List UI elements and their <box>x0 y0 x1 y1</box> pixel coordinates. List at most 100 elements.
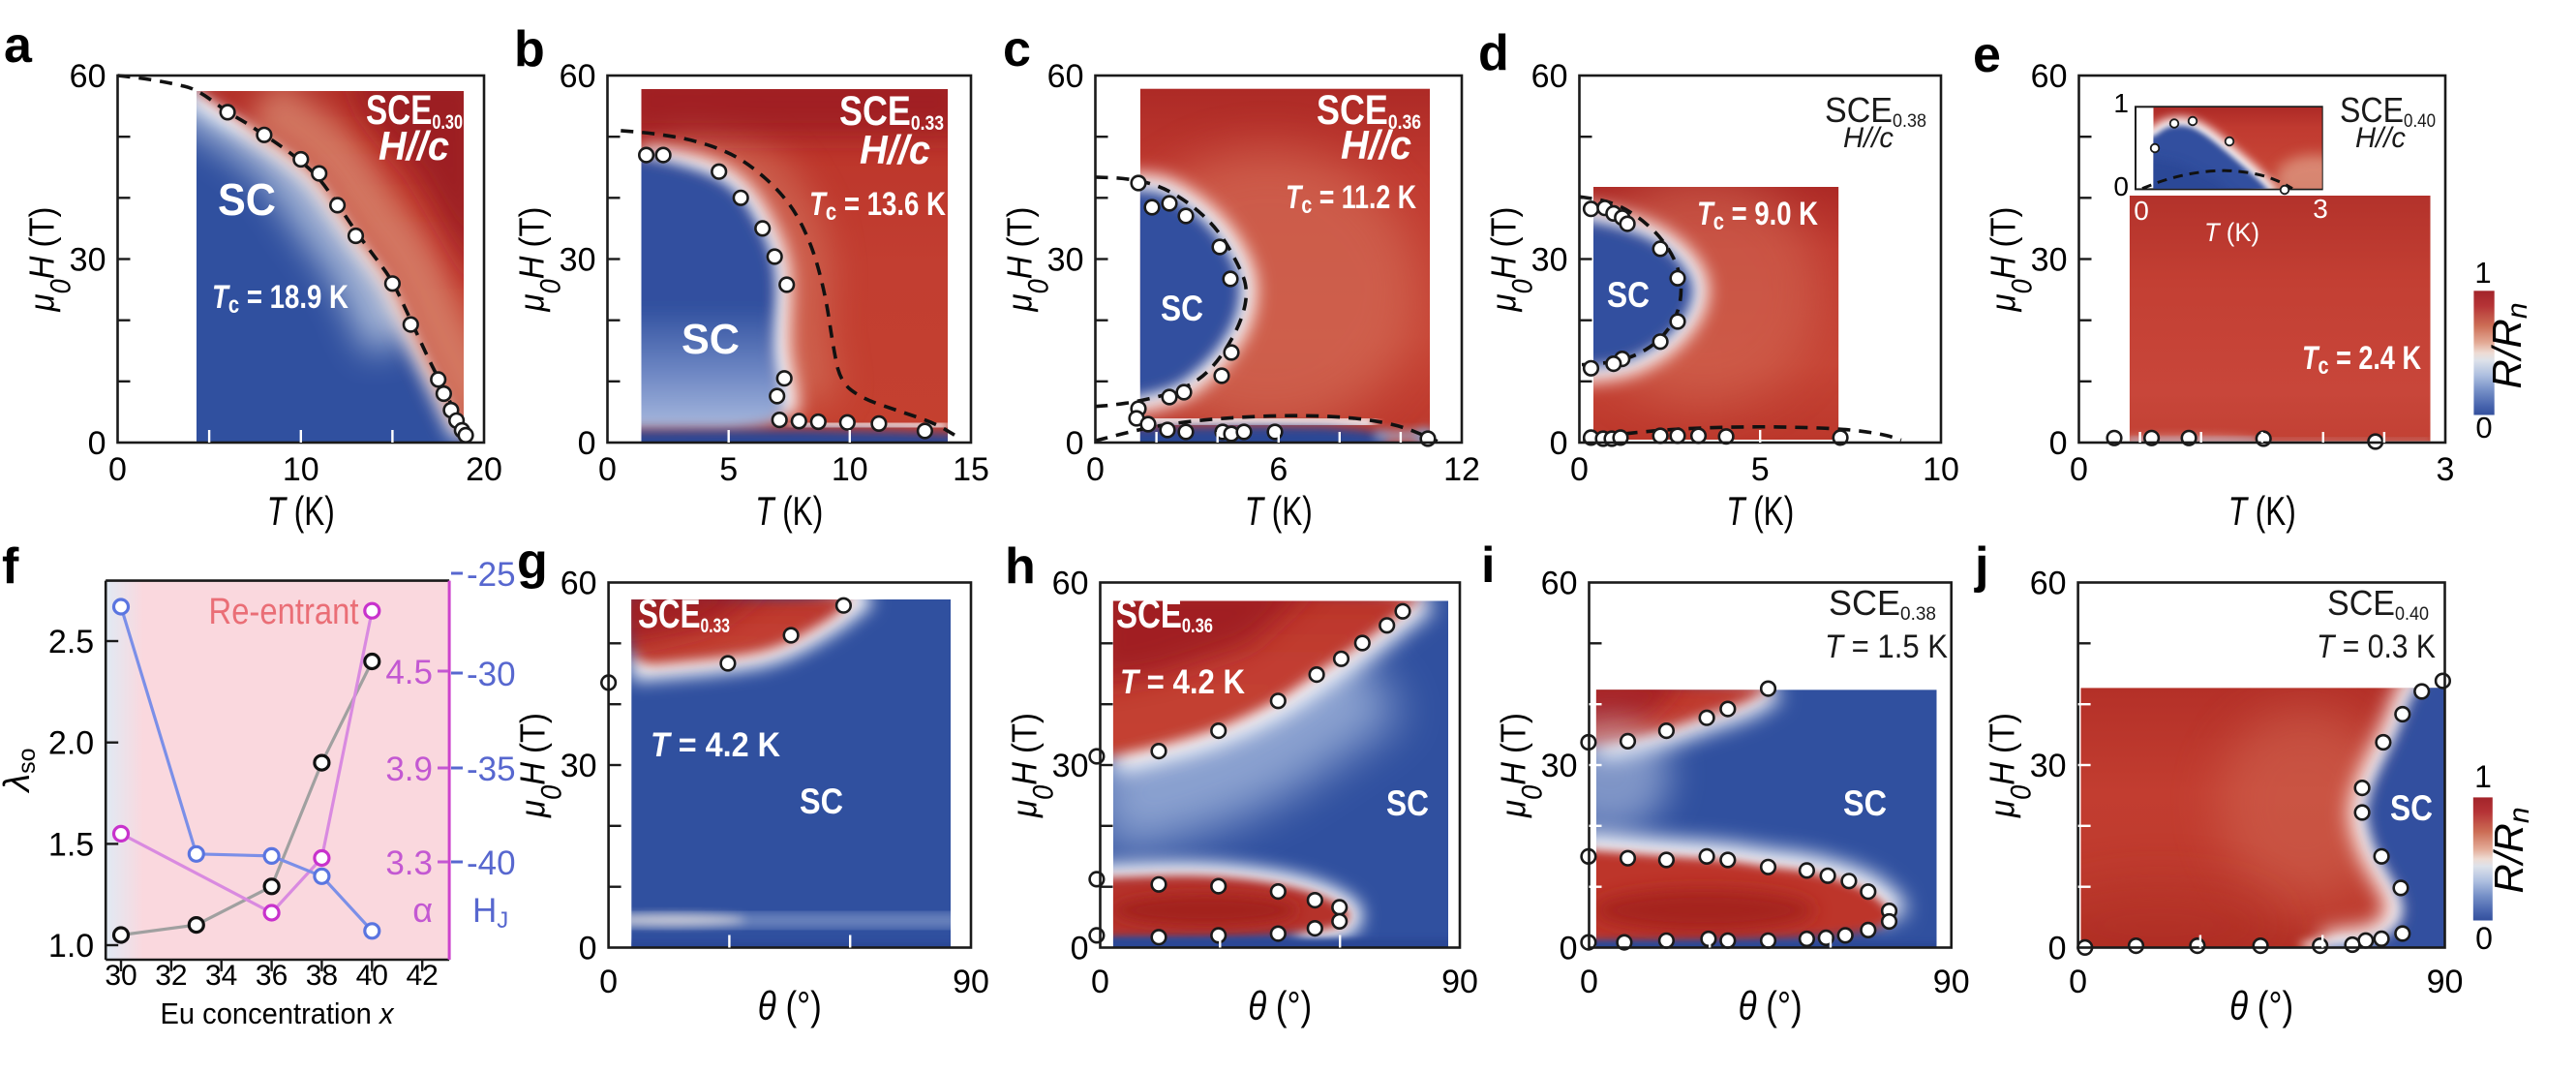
svg-text:i: i <box>1481 537 1495 594</box>
svg-text:-35: -35 <box>467 751 516 788</box>
svg-text:SC: SC <box>800 782 843 821</box>
svg-text:T (K): T (K) <box>2204 218 2259 247</box>
svg-text:34: 34 <box>205 960 237 992</box>
svg-text:0: 0 <box>2049 425 2068 462</box>
svg-text:h: h <box>1005 538 1036 595</box>
svg-text:60: 60 <box>2030 566 2067 602</box>
svg-text:10: 10 <box>832 451 868 488</box>
svg-text:a: a <box>4 17 33 74</box>
svg-text:30: 30 <box>561 748 597 784</box>
svg-text:15: 15 <box>953 451 989 488</box>
svg-text:T = 1.5 K: T = 1.5 K <box>1825 628 1948 665</box>
svg-text:60: 60 <box>70 58 106 95</box>
svg-text:0: 0 <box>2048 931 2067 967</box>
svg-text:T (K): T (K) <box>1726 488 1794 534</box>
svg-text:60: 60 <box>1047 58 1084 95</box>
svg-text:1.5: 1.5 <box>48 826 94 863</box>
svg-text:0: 0 <box>1560 931 1578 967</box>
svg-text:g: g <box>517 534 548 590</box>
svg-text:α: α <box>412 890 433 930</box>
svg-text:SC: SC <box>2390 788 2433 828</box>
svg-text:3.9: 3.9 <box>385 751 433 788</box>
svg-text:30: 30 <box>1531 242 1568 279</box>
svg-text:T = 0.3 K: T = 0.3 K <box>2317 628 2436 665</box>
svg-text:-40: -40 <box>467 844 516 882</box>
svg-text:0: 0 <box>88 425 106 462</box>
svg-text:0: 0 <box>579 931 597 967</box>
svg-text:H//c: H//c <box>1341 122 1411 168</box>
svg-text:c: c <box>1003 21 1031 77</box>
svg-text:1: 1 <box>2474 256 2491 290</box>
svg-text:0: 0 <box>2069 964 2087 1000</box>
svg-text:5: 5 <box>1751 451 1770 488</box>
svg-text:1: 1 <box>2113 88 2129 118</box>
svg-text:90: 90 <box>1933 964 1970 1000</box>
svg-text:SC: SC <box>1161 289 1203 328</box>
svg-text:90: 90 <box>1441 964 1478 1000</box>
svg-text:0: 0 <box>1071 931 1089 967</box>
svg-text:6: 6 <box>1269 451 1288 488</box>
svg-text:0: 0 <box>2475 921 2493 956</box>
svg-text:λso: λso <box>0 748 41 793</box>
svg-text:T (K): T (K) <box>1245 488 1313 534</box>
svg-text:30: 30 <box>2030 748 2067 784</box>
svg-text:-30: -30 <box>467 656 516 693</box>
svg-text:0: 0 <box>1550 425 1568 462</box>
svg-text:θ (°): θ (°) <box>1248 983 1312 1028</box>
svg-text:30: 30 <box>1052 748 1089 784</box>
svg-text:4.5: 4.5 <box>385 654 433 691</box>
svg-text:3: 3 <box>2437 451 2455 488</box>
svg-text:60: 60 <box>2031 58 2068 95</box>
svg-text:10: 10 <box>1923 451 1959 488</box>
svg-text:T (K): T (K) <box>2228 488 2296 534</box>
svg-text:R/Rn: R/Rn <box>2486 807 2535 893</box>
svg-text:H//c: H//c <box>2355 122 2406 154</box>
svg-text:30: 30 <box>560 242 596 279</box>
svg-text:0: 0 <box>578 425 596 462</box>
svg-text:0: 0 <box>2134 196 2149 226</box>
svg-text:T (K): T (K) <box>755 488 823 534</box>
svg-text:32: 32 <box>155 960 187 992</box>
svg-text:b: b <box>514 21 545 77</box>
svg-text:Tc = 2.4 K: Tc = 2.4 K <box>2302 340 2421 380</box>
svg-text:Eu concentration x: Eu concentration x <box>161 996 395 1030</box>
svg-text:0: 0 <box>1066 425 1084 462</box>
svg-text:60: 60 <box>560 58 596 95</box>
svg-text:Re-entrant: Re-entrant <box>209 592 359 632</box>
svg-text:0: 0 <box>2070 451 2088 488</box>
svg-text:e: e <box>1973 27 2001 83</box>
svg-text:38: 38 <box>306 960 338 992</box>
svg-text:0: 0 <box>1580 964 1598 1000</box>
svg-text:60: 60 <box>1531 58 1568 95</box>
svg-text:3: 3 <box>2313 194 2328 224</box>
svg-text:H//c: H//c <box>1843 122 1894 154</box>
svg-text:90: 90 <box>953 964 989 1000</box>
svg-text:60: 60 <box>561 566 597 602</box>
svg-text:3.3: 3.3 <box>385 844 433 882</box>
svg-text:0: 0 <box>1086 451 1105 488</box>
svg-text:1: 1 <box>2474 759 2492 794</box>
svg-text:T = 4.2 K: T = 4.2 K <box>1120 663 1245 701</box>
svg-text:H//c: H//c <box>379 123 449 169</box>
svg-text:Tc = 9.0 K: Tc = 9.0 K <box>1697 196 1818 235</box>
svg-text:10: 10 <box>283 451 319 488</box>
svg-text:0: 0 <box>1570 451 1589 488</box>
svg-text:SC: SC <box>218 174 276 225</box>
svg-text:60: 60 <box>1541 566 1578 602</box>
svg-text:0: 0 <box>598 451 617 488</box>
svg-text:30: 30 <box>2031 242 2068 279</box>
svg-text:42: 42 <box>407 960 439 992</box>
svg-text:Tc = 11.2 K: Tc = 11.2 K <box>1286 179 1416 219</box>
svg-text:40: 40 <box>356 960 388 992</box>
svg-text:SC: SC <box>1386 783 1429 823</box>
svg-text:30: 30 <box>105 960 136 992</box>
svg-text:1.0: 1.0 <box>48 928 94 965</box>
svg-text:-25: -25 <box>467 556 516 594</box>
svg-text:90: 90 <box>2427 964 2464 1000</box>
svg-text:θ (°): θ (°) <box>758 983 822 1028</box>
svg-text:θ (°): θ (°) <box>1739 983 1803 1028</box>
svg-text:36: 36 <box>256 960 288 992</box>
svg-text:5: 5 <box>719 451 738 488</box>
svg-text:SCE0.33: SCE0.33 <box>638 591 730 637</box>
svg-text:HJ: HJ <box>472 892 508 934</box>
